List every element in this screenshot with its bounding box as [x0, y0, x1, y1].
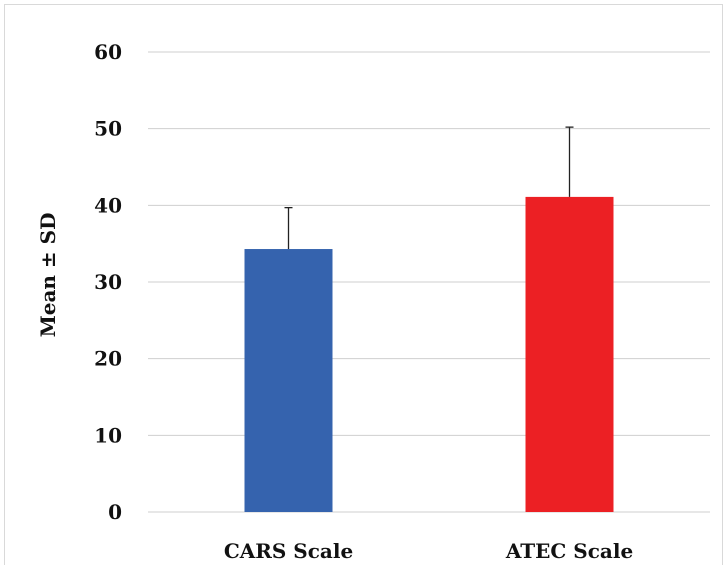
bars [244, 196, 614, 513]
error-bars [284, 126, 574, 250]
grid-lines [148, 51, 710, 513]
bar-atec-scale [525, 196, 614, 512]
x-category-label-cars-scale: CARS Scale [224, 539, 353, 563]
y-tick-label-0: 0 [108, 500, 122, 524]
y-tick-label-50: 50 [94, 117, 122, 141]
x-category-label-atec-scale: ATEC Scale [505, 539, 633, 563]
y-tick-label-30: 30 [94, 270, 122, 294]
y-axis-label: Mean ± SD [36, 213, 60, 338]
y-tick-label-20: 20 [94, 347, 122, 371]
y-axis-ticks: 0 10 20 30 40 50 60 [94, 40, 122, 524]
y-tick-label-40: 40 [94, 193, 122, 217]
bar-cars-scale [244, 249, 333, 513]
y-tick-label-60: 60 [94, 40, 122, 64]
x-axis-categories: CARS Scale ATEC Scale [224, 539, 633, 563]
y-tick-label-10: 10 [94, 423, 122, 447]
